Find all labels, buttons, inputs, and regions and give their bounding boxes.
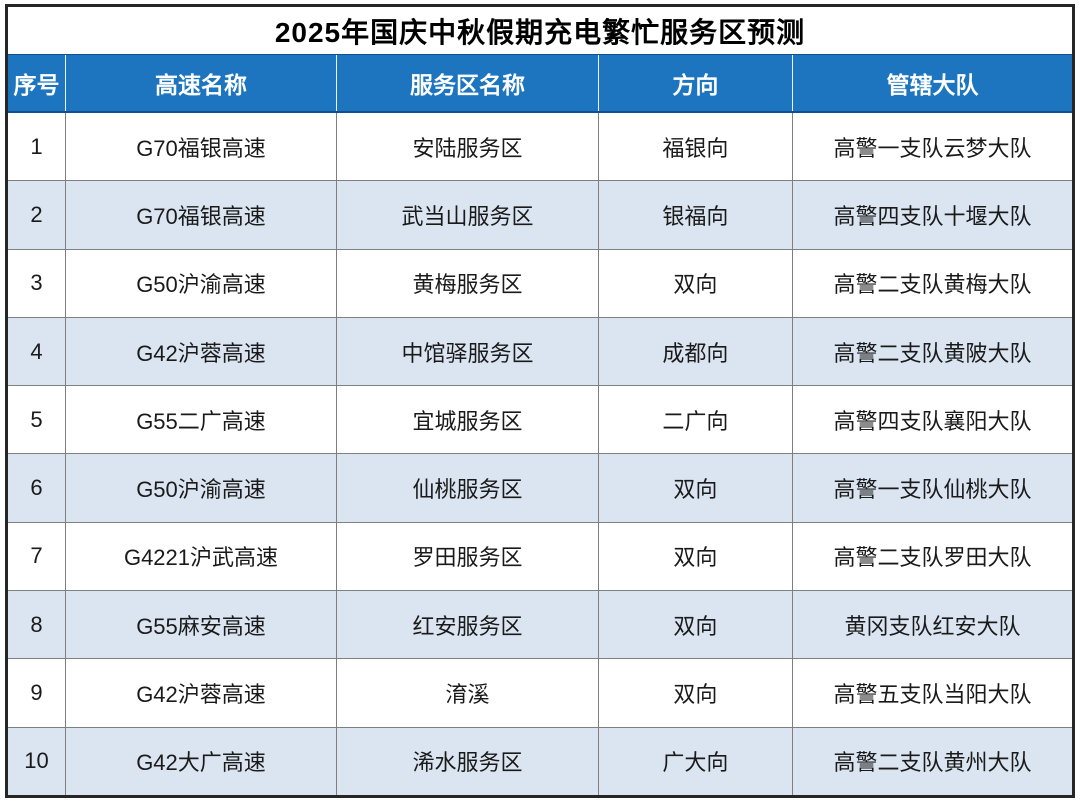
- cell-service-area: 仙桃服务区: [337, 454, 599, 522]
- table-title-bar: 2025年国庆中秋假期充电繁忙服务区预测: [8, 7, 1072, 54]
- table-row: 5 G55二广高速 宜城服务区 二广向 高警四支队襄阳大队: [8, 385, 1072, 454]
- cell-brigade: 高警二支队罗田大队: [833, 545, 1032, 571]
- cell-direction: 银福向: [599, 181, 793, 249]
- cell-direction: 双向: [599, 659, 793, 727]
- cell-brigade: 高警一支队云梦大队: [833, 135, 1032, 161]
- cell-highway: G55二广高速: [66, 386, 337, 454]
- cell-index: 3: [8, 249, 66, 317]
- table-row: 2 G70福银高速 武当山服务区 银福向 高警四支队十堰大队: [8, 180, 1072, 249]
- table-row: 6 G50沪渝高速 仙桃服务区 双向 高警一支队仙桃大队: [8, 453, 1072, 522]
- cell-service-area: 红安服务区: [337, 591, 599, 659]
- table-row: 9 G42沪蓉高速 淯溪 双向 高警五支队当阳大队: [8, 658, 1072, 727]
- cell-service-area: 罗田服务区: [337, 522, 599, 591]
- table-row: 7 G4221沪武高速 罗田服务区 双向 高警二支队罗田大队: [8, 521, 1072, 591]
- table-row: 8 G55麻安高速 红安服务区 双向 黄冈支队红安大队: [8, 590, 1072, 659]
- cell-highway: G42沪蓉高速: [66, 659, 337, 727]
- cell-index: 4: [8, 317, 66, 386]
- cell-brigade: 高警四支队襄阳大队: [833, 408, 1032, 434]
- cell-index: 1: [8, 113, 66, 181]
- cell-brigade: 黄冈支队红安大队: [844, 613, 1021, 639]
- cell-service-area: 中馆驿服务区: [337, 317, 599, 386]
- cell-brigade: 高警二支队黄陂大队: [833, 340, 1032, 366]
- cell-service-area: 武当山服务区: [337, 181, 599, 249]
- table-row: 10 G42大广高速 浠水服务区 广大向 高警二支队黄州大队: [8, 726, 1072, 795]
- cell-brigade: 高警二支队黄梅大队: [833, 272, 1032, 298]
- table-body: 1 G70福银高速 安陆服务区 福银向 高警一支队云梦大队 2 G70福银高速 武当山服务区银…: [8, 113, 1072, 795]
- cell-direction: 双向: [599, 249, 793, 317]
- cell-direction: 双向: [599, 454, 793, 522]
- cell-highway: G42沪蓉高速: [66, 317, 337, 386]
- cell-index: 6: [8, 454, 66, 522]
- cell-service-area: 浠水服务区: [337, 727, 599, 795]
- cell-brigade: 高警一支队仙桃大队: [833, 477, 1032, 503]
- forecast-table: 2025年国庆中秋假期充电繁忙服务区预测 序号 高速名称 服务区名称 方向 管辖…: [5, 4, 1075, 798]
- cell-direction: 广大向: [599, 727, 793, 795]
- cell-highway: G50沪渝高速: [66, 249, 337, 317]
- header-cell-direction: 方向: [599, 55, 793, 111]
- cell-brigade: 高警四支队十堰大队: [833, 203, 1032, 229]
- cell-index: 8: [8, 591, 66, 659]
- cell-direction: 成都向: [599, 317, 793, 386]
- cell-highway: G55麻安高速: [66, 591, 337, 659]
- table-header-row: 序号 高速名称 服务区名称 方向 管辖大队: [8, 54, 1072, 113]
- cell-highway: G50沪渝高速: [66, 454, 337, 522]
- cell-direction: 福银向: [599, 113, 793, 181]
- table-row: 4 G42沪蓉高速 中馆驿服务区 成都向 高警二支队黄陂大队: [8, 316, 1072, 386]
- header-cell-service-area: 服务区名称: [337, 55, 599, 111]
- cell-direction: 双向: [599, 522, 793, 591]
- cell-brigade: 高警二支队黄州大队: [833, 750, 1032, 776]
- table-row: 3 G50沪渝高速 黄梅服务区 双向 高警二支队黄梅大队: [8, 248, 1072, 317]
- page-title: 2025年国庆中秋假期充电繁忙服务区预测: [274, 16, 806, 48]
- cell-index: 10: [8, 727, 66, 795]
- cell-service-area: 淯溪: [337, 659, 599, 727]
- cell-highway: G70福银高速: [66, 181, 337, 249]
- cell-index: 2: [8, 181, 66, 249]
- cell-service-area: 安陆服务区: [337, 113, 599, 181]
- cell-index: 7: [8, 522, 66, 591]
- cell-brigade: 高警五支队当阳大队: [833, 682, 1032, 708]
- cell-index: 9: [8, 659, 66, 727]
- cell-highway: G70福银高速: [66, 113, 337, 181]
- table-row: 1 G70福银高速 安陆服务区 福银向 高警一支队云梦大队: [8, 113, 1072, 181]
- cell-direction: 二广向: [599, 386, 793, 454]
- cell-highway: G4221沪武高速: [66, 522, 337, 591]
- cell-service-area: 宜城服务区: [337, 386, 599, 454]
- cell-index: 5: [8, 386, 66, 454]
- header-cell-brigade: 管辖大队: [886, 72, 979, 98]
- header-cell-index: 序号: [8, 55, 66, 111]
- cell-direction: 双向: [599, 591, 793, 659]
- header-cell-highway: 高速名称: [66, 55, 337, 111]
- cell-highway: G42大广高速: [66, 727, 337, 795]
- cell-service-area: 黄梅服务区: [337, 249, 599, 317]
